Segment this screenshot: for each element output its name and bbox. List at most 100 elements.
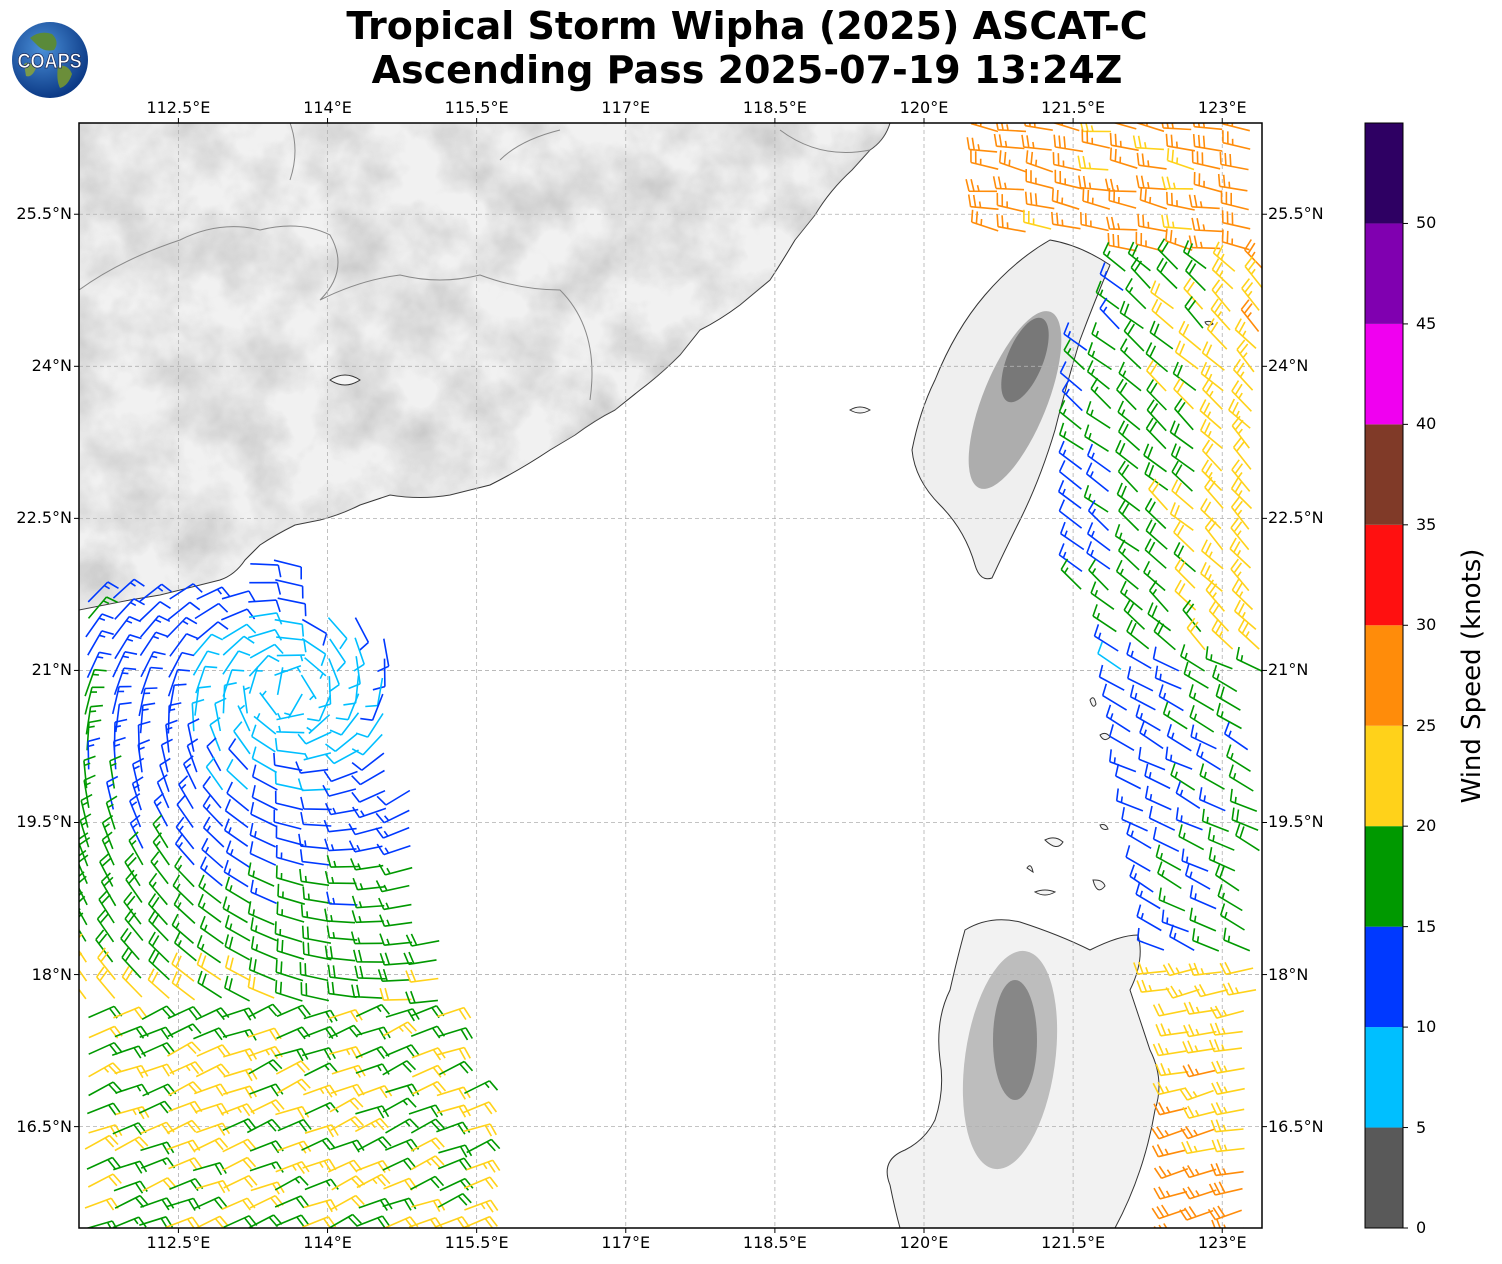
- wind-barb-115: [273, 752, 303, 772]
- wind-barb-519: [1221, 229, 1250, 251]
- wind-barb-273: [274, 980, 303, 1002]
- wind-barb-21: [327, 617, 348, 650]
- wind-barb-250: [403, 951, 437, 966]
- colorbar-tick-label-1: 5: [1416, 1117, 1427, 1137]
- colorbar-bin-7: [1365, 424, 1403, 525]
- wind-barb-25: [139, 615, 171, 638]
- wind-barb-725: [1162, 963, 1197, 977]
- wind-barb-364: [462, 1101, 498, 1115]
- wind-barb-699: [1126, 821, 1152, 849]
- wind-barb-616: [1114, 523, 1140, 552]
- wind-barb-744: [1152, 1081, 1187, 1096]
- wind-barb-187: [150, 851, 169, 885]
- colorbar-tick-label-6: 30: [1416, 615, 1437, 635]
- wind-barb-696: [1175, 807, 1203, 831]
- wind-barb-164: [223, 818, 249, 847]
- wind-barb-211: [98, 889, 115, 924]
- wind-barb-183: [378, 863, 413, 876]
- wind-barb-227: [171, 913, 195, 945]
- wind-barb-255: [171, 952, 195, 982]
- wind-barb-328: [275, 1060, 310, 1075]
- wind-barb-743: [1211, 1060, 1245, 1074]
- wind-barb-455: [970, 123, 999, 133]
- wind-barb-109: [137, 739, 150, 773]
- wind-barb-570: [1202, 378, 1223, 410]
- wind-barb-482: [1166, 148, 1195, 171]
- wind-barb-596: [1144, 462, 1169, 491]
- wind-barb-400: [222, 1156, 257, 1172]
- wind-barb-457: [1024, 123, 1053, 131]
- wind-barb-241: [173, 931, 197, 962]
- wind-barb-16: [194, 602, 229, 620]
- wind-barb-461: [1137, 123, 1165, 133]
- wind-barb-93: [325, 733, 358, 753]
- wind-barb-26: [166, 616, 198, 639]
- wind-barb-235: [379, 933, 413, 946]
- wind-barb-223: [79, 908, 87, 942]
- wind-barb-641: [1092, 604, 1117, 633]
- colorbar-bin-6: [1365, 524, 1403, 626]
- wind-barb-166: [275, 825, 304, 846]
- wind-barb-452: [408, 1217, 443, 1228]
- wind-barb-395: [86, 1156, 121, 1170]
- wind-barb-43: [304, 657, 327, 680]
- wind-barb-751: [1180, 1126, 1215, 1140]
- wind-barb-107: [87, 737, 101, 770]
- wind-barb-268: [147, 968, 170, 999]
- colorbar-bin-8: [1365, 323, 1403, 425]
- wind-barb-602: [1116, 482, 1141, 512]
- wind-barb-180: [299, 849, 331, 866]
- wind-barb-495: [967, 194, 999, 210]
- wind-barb-167: [298, 833, 329, 850]
- wind-barb-326: [223, 1067, 258, 1082]
- wind-barb-496: [996, 192, 1025, 213]
- wind-barb-659: [1098, 664, 1125, 691]
- wind-barb-84: [115, 701, 132, 733]
- wind-barb-765: [1153, 1223, 1188, 1228]
- wind-barb-101: [233, 721, 251, 755]
- lat-label-left-3: 21°N: [31, 660, 72, 680]
- wind-barb-727: [1219, 961, 1254, 976]
- wind-barb-650: [1186, 617, 1206, 651]
- wind-barb-576: [1174, 398, 1194, 431]
- wind-barb-760: [1182, 1186, 1217, 1200]
- wind-barb-679: [1109, 749, 1137, 773]
- wind-barb-24: [111, 615, 142, 640]
- wind-barb-122: [159, 757, 171, 792]
- wind-barb-405: [356, 1159, 391, 1174]
- wind-barb-604: [1171, 479, 1194, 510]
- wind-barb-126: [251, 764, 278, 791]
- wind-barb-573: [1085, 401, 1111, 429]
- wind-barb-229: [224, 914, 251, 942]
- wind-barb-466: [993, 133, 1025, 150]
- wind-barb-718: [1189, 907, 1217, 932]
- wind-barb-465: [966, 137, 998, 153]
- wind-barb-724: [1133, 961, 1166, 975]
- wind-barb-342: [277, 1078, 311, 1094]
- wind-barb-260: [299, 962, 329, 982]
- wind-barb-607: [1058, 499, 1083, 529]
- wind-barb-578: [1228, 398, 1251, 429]
- wind-barb-106: [351, 752, 385, 771]
- wind-barb-266: [96, 966, 116, 999]
- wind-barb-599: [1231, 459, 1251, 492]
- wind-barb-547: [1149, 320, 1174, 350]
- wind-barb-715: [1217, 884, 1243, 912]
- lon-label-bottom-2: 115.5°E: [444, 1233, 509, 1252]
- wind-barb-529: [1185, 259, 1206, 292]
- wind-barb-274: [300, 982, 330, 1002]
- wind-barb-668: [1215, 683, 1241, 711]
- wind-barb-444: [194, 1215, 229, 1228]
- wind-barb-234: [350, 931, 383, 945]
- wind-barb-38: [169, 633, 199, 657]
- wind-barb-544: [1063, 322, 1088, 351]
- wind-barb-494: [1217, 173, 1248, 192]
- wind-barb-131: [376, 789, 411, 806]
- wind-barb-636: [1119, 580, 1143, 611]
- lon-label-bottom-5: 120°E: [899, 1233, 949, 1252]
- wind-barb-657: [1205, 646, 1233, 670]
- wind-barb-589: [1143, 443, 1167, 473]
- wind-barb-47: [86, 651, 112, 679]
- wind-barb-270: [197, 970, 223, 999]
- wind-barb-639: [1205, 579, 1226, 612]
